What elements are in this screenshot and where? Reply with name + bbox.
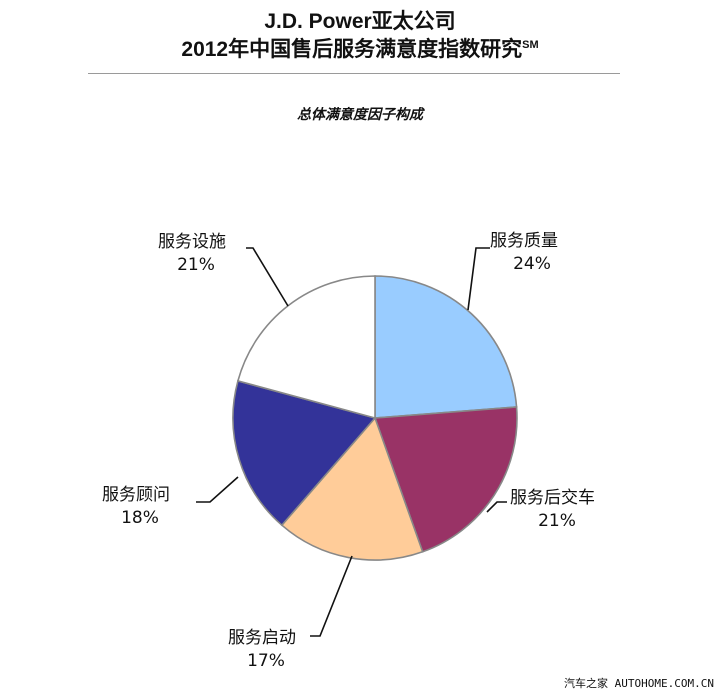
slice-labels: 服务质量 24% 服务后交车 21% 服务启动 17% 服务顾问 18% 服务设施 21% (102, 231, 595, 671)
slice-category-label-3: 服务启动 (228, 628, 296, 648)
leader-line-2 (486, 501, 507, 513)
service-mark-superscript: SM (522, 39, 539, 51)
chart-title-line2: 2012年中国售后服务满意度指数研究SM (0, 36, 720, 64)
leader-line-4 (196, 476, 239, 503)
pie-slice-3 (280, 416, 424, 561)
slice-category-label-2: 服务后交车 (510, 488, 595, 508)
title-divider (88, 73, 620, 74)
slice-category-label-5: 服务设施 (158, 232, 226, 252)
chart-subtitle: 总体满意度因子构成 (297, 107, 423, 123)
slice-category-label-4: 服务顾问 (102, 485, 170, 505)
chart-title-line1: J.D. Power亚太公司 (0, 8, 720, 36)
slice-category-label-1: 服务质量 (490, 231, 558, 251)
chart-title-block: J.D. Power亚太公司 2012年中国售后服务满意度指数研究SM (0, 8, 720, 64)
leader-lines (196, 247, 507, 637)
slice-percent-label-4: 18% (121, 508, 159, 528)
slice-percent-label-5: 21% (177, 255, 215, 275)
chart-title-line2-text: 2012年中国售后服务满意度指数研究 (181, 38, 523, 61)
pie-slices (232, 275, 518, 561)
pie-slice-1 (374, 275, 518, 419)
pie-slice-5 (236, 275, 376, 420)
pie-slice-4 (232, 379, 377, 527)
leader-line-3 (310, 555, 353, 637)
slice-percent-label-2: 21% (538, 511, 576, 531)
chart-title-line1-text: J.D. Power亚太公司 (264, 10, 456, 33)
leader-line-5 (246, 247, 289, 307)
watermark: 汽车之家 AUTOHOME.COM.CN (564, 677, 714, 690)
slice-percent-label-1: 24% (513, 254, 551, 274)
leader-line-1 (467, 247, 490, 311)
slice-percent-label-3: 17% (247, 651, 285, 671)
